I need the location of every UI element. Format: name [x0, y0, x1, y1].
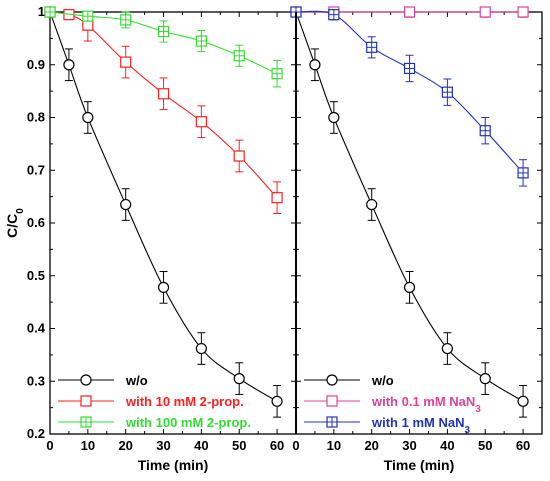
data-point	[366, 41, 378, 53]
y-tick-label: 0.9	[27, 57, 45, 72]
legend-label-subscript: 3	[464, 425, 470, 436]
legend-label: w/o	[371, 373, 394, 388]
data-point	[517, 395, 529, 407]
legend-marker	[80, 395, 92, 407]
y-axis-title: C/C0	[4, 208, 26, 238]
data-point	[195, 35, 207, 47]
data-point	[157, 88, 170, 100]
y-axis-title-subscript: 0	[15, 208, 26, 214]
legend: w/o with 10 mM 2-prop. with 100 mM 2-prop.	[58, 373, 251, 430]
x-tick-label: 20	[118, 438, 132, 453]
series-0	[290, 6, 529, 418]
series-2	[290, 6, 529, 187]
data-point	[328, 9, 340, 21]
data-point	[366, 198, 378, 211]
data-point	[403, 281, 416, 293]
data-point	[63, 59, 75, 71]
series-0	[44, 6, 283, 418]
y-tick-label: 0.2	[27, 426, 45, 441]
x-tick-label: 40	[194, 438, 208, 453]
legend-label: w/o	[125, 373, 148, 388]
y-tick-label: 0.7	[27, 162, 45, 177]
y-tick-label: 0.6	[27, 215, 45, 230]
data-point	[517, 6, 529, 18]
data-point	[233, 373, 245, 385]
legend-marker	[326, 416, 338, 428]
x-tick-label: 30	[402, 438, 416, 453]
legend-label: with 0.1 mM NaN3	[371, 394, 481, 415]
data-point	[195, 116, 207, 128]
x-tick-label: 50	[478, 438, 492, 453]
data-point	[157, 25, 170, 38]
x-tick-label: 50	[232, 438, 246, 453]
legend-label: with 100 mM 2-prop.	[125, 415, 251, 430]
x-tick-label: 20	[364, 438, 378, 453]
x-tick-label: 30	[156, 438, 170, 453]
data-point	[233, 50, 245, 62]
x-tick-label: 40	[440, 438, 454, 453]
data-point	[479, 125, 491, 137]
x-axis-title: Time (min)	[138, 457, 209, 473]
data-point	[82, 10, 94, 22]
data-point	[271, 68, 283, 80]
data-point	[120, 56, 132, 68]
series-line	[295, 11, 524, 402]
data-point	[271, 192, 283, 204]
x-tick-label: 60	[270, 438, 284, 453]
data-point	[479, 6, 491, 18]
data-point	[120, 14, 132, 26]
series-line	[49, 11, 278, 402]
data-point	[82, 111, 94, 124]
series-2	[44, 6, 283, 88]
axis-titles: C/C0	[4, 12, 297, 434]
x-tick-label: 60	[516, 438, 530, 453]
y-tick-label: 0.3	[27, 373, 45, 388]
data-point	[517, 167, 529, 179]
x-tick-label: 0	[292, 438, 299, 453]
x-tick-label: 0	[46, 438, 53, 453]
data-point	[195, 342, 207, 355]
data-point	[441, 342, 453, 355]
data-point	[479, 373, 491, 385]
x-tick-label: 10	[327, 438, 341, 453]
x-tick-label: 10	[81, 438, 95, 453]
plot-frame	[49, 11, 297, 435]
legend-marker	[326, 374, 338, 386]
data-point	[120, 198, 132, 211]
left-panel: 0 10 20 30 40 50 60 0.2 0.3 0.4 0.5 0.6 0.7 0.8 0.9 1 w/…	[27, 4, 297, 473]
x-axis-title: Time (min)	[384, 457, 455, 473]
data-point	[309, 59, 321, 71]
legend-label: with 10 mM 2-prop.	[125, 394, 244, 409]
legend-label-subscript: 3	[475, 404, 481, 415]
y-tick-label: 0.8	[27, 110, 45, 125]
legend-marker	[80, 374, 92, 386]
data-point	[441, 86, 453, 98]
y-tick-label: 1	[38, 4, 45, 19]
y-tick-label: 0.4	[27, 321, 46, 336]
data-point	[271, 395, 283, 407]
data-point	[403, 62, 416, 75]
series-line	[295, 10, 524, 174]
data-point	[157, 281, 170, 293]
data-point	[403, 6, 416, 18]
data-point	[328, 111, 340, 124]
data-point	[233, 150, 245, 162]
plot-frame	[295, 11, 543, 435]
legend-marker	[326, 395, 338, 407]
y-tick-label: 0.5	[27, 268, 45, 283]
legend-marker	[80, 416, 92, 428]
data-point	[44, 6, 56, 18]
legend-label: with 1 mM NaN3	[371, 415, 470, 436]
